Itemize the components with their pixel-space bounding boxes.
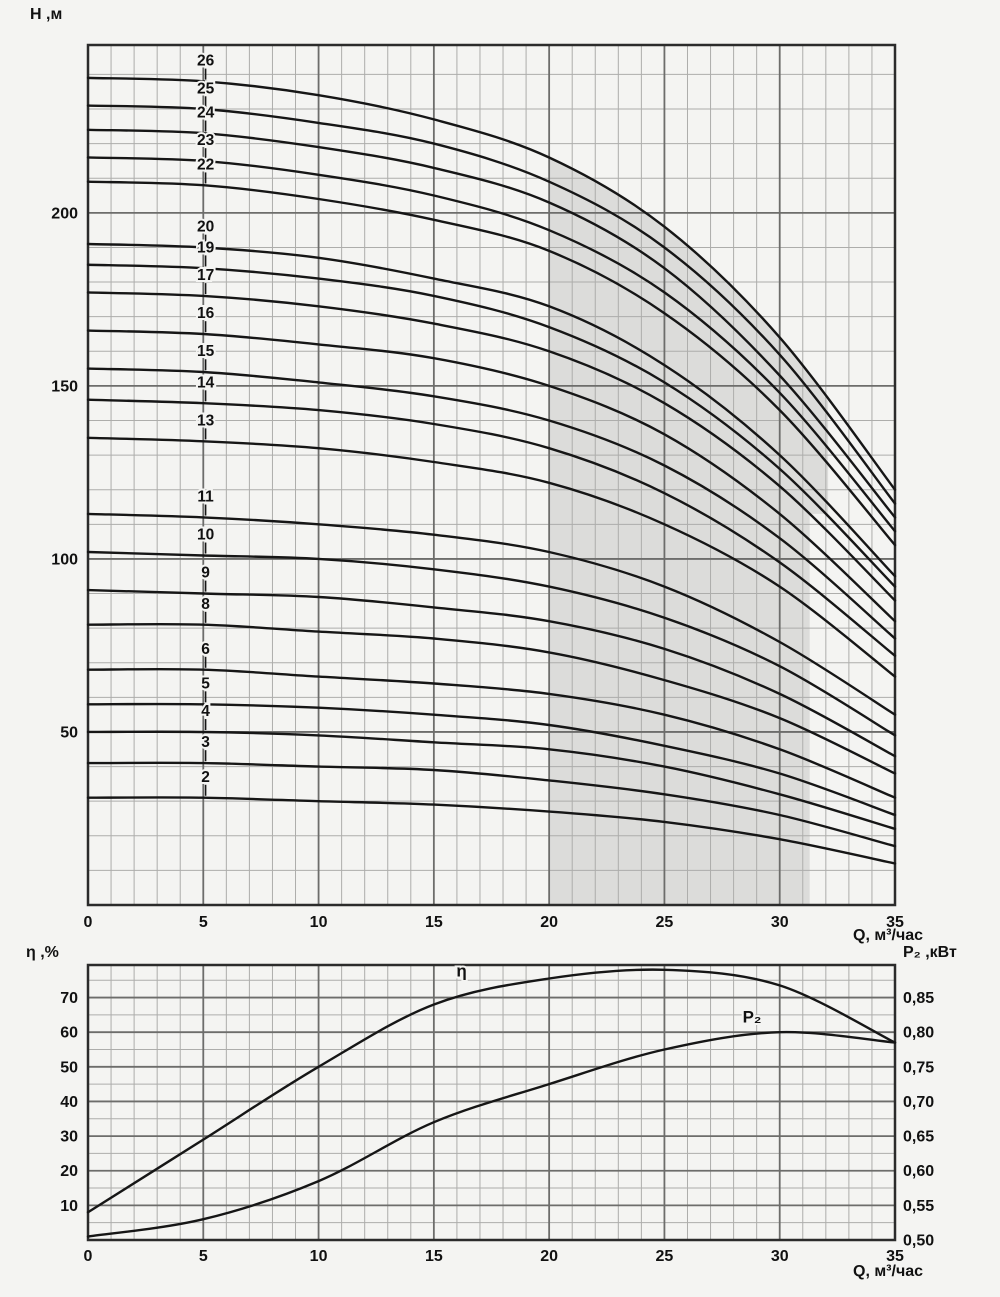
pump-curve-3-stages: [86, 761, 897, 848]
curve-label-10: 10: [197, 527, 214, 544]
pump-curve-17-stages: [86, 291, 897, 602]
pump-curve-4-stages: [86, 730, 897, 831]
x-tick-label-top-0: 0: [84, 914, 93, 931]
x-tick-label-bottom-35: 35: [886, 1248, 904, 1265]
flow-axis-title-top: Q, м³/час: [853, 927, 924, 944]
curve-label-5: 5: [201, 675, 210, 692]
pump-curve-13-stages: [86, 436, 897, 678]
pump-curve-9-stages: [86, 588, 897, 758]
eta-tick-label-50: 50: [60, 1059, 78, 1076]
recommended-range-shade: [549, 157, 829, 905]
y-tick-label-50: 50: [60, 724, 78, 741]
curve-label-23: 23: [197, 132, 215, 149]
plot-border: [86, 963, 897, 1242]
curve-label-2: 2: [201, 769, 210, 786]
pump-curve-23-stages: [86, 156, 897, 533]
x-tick-label-top-30: 30: [771, 914, 789, 931]
pump-curve-14-stages: [86, 398, 897, 657]
pump-curve-8-stages: [86, 622, 897, 775]
pump-curve-11-stages: [86, 512, 897, 716]
efficiency-curve: [86, 968, 897, 1214]
pump-curve-15-stages: [86, 367, 897, 640]
curve-label-6: 6: [201, 641, 210, 658]
x-tick-label-bottom-20: 20: [540, 1248, 558, 1265]
plot-border: [86, 43, 897, 907]
p2-tick-label-0,70: 0,70: [903, 1094, 934, 1111]
eta-tick-label-10: 10: [60, 1198, 78, 1215]
x-tick-label-top-20: 20: [540, 914, 558, 931]
grid-major: [88, 45, 895, 905]
p2-tick-label-0,60: 0,60: [903, 1163, 934, 1180]
curve-label-25: 25: [197, 80, 215, 97]
curve-label-4: 4: [201, 703, 210, 720]
y-tick-label-100: 100: [51, 551, 78, 568]
curve-label-11: 11: [197, 489, 214, 506]
pump-curve-25-stages: [86, 104, 897, 505]
curve-label-14: 14: [197, 374, 215, 391]
p2-tick-label-0,85: 0,85: [903, 990, 934, 1007]
curve-label-22: 22: [197, 156, 214, 173]
eta-tick-label-70: 70: [60, 990, 78, 1007]
p2-tick-label-0,75: 0,75: [903, 1059, 934, 1076]
power-axis-title: P₂ ,кВт: [903, 944, 957, 961]
efficiency-power-chart: η P₂ 0 5 10 15 20 25 30 35 10 20 30 40 50 60 70 0,50 0,55 0…: [60, 960, 934, 1265]
p2-tick-label-0,50: 0,50: [903, 1233, 934, 1250]
eta-tick-label-60: 60: [60, 1025, 78, 1042]
curve-label-15: 15: [197, 343, 215, 360]
p2-tick-label-0,55: 0,55: [903, 1198, 934, 1215]
eta-tick-label-40: 40: [60, 1094, 78, 1111]
p2-tick-label-0,80: 0,80: [903, 1025, 934, 1042]
head-axis-title: H ,м: [30, 6, 63, 23]
eta-tick-label-20: 20: [60, 1163, 78, 1180]
power-curve: [86, 1030, 897, 1238]
curve-label-8: 8: [201, 596, 210, 613]
x-tick-label-top-35: 35: [886, 914, 904, 931]
x-tick-label-bottom-25: 25: [656, 1248, 674, 1265]
x-tick-label-top-25: 25: [656, 914, 674, 931]
efficiency-curve-label: η: [456, 962, 466, 981]
x-tick-label-top-5: 5: [199, 914, 208, 931]
curve-label-16: 16: [197, 305, 215, 322]
pump-curve-6-stages: [86, 667, 897, 799]
curve-label-3: 3: [201, 734, 210, 751]
pump-curve-16-stages: [86, 329, 897, 623]
curve-label-26: 26: [197, 53, 215, 70]
x-tick-label-bottom-0: 0: [84, 1248, 93, 1265]
pump-curve-22-stages: [86, 180, 897, 547]
pump-curve-19-stages: [86, 263, 897, 588]
curve-label-20: 20: [197, 219, 214, 236]
curve-label-13: 13: [197, 412, 215, 429]
x-tick-label-bottom-10: 10: [310, 1248, 328, 1265]
pump-curve-26-stages: [86, 76, 897, 491]
pump-curve-20-stages: [86, 242, 897, 578]
eta-tick-label-30: 30: [60, 1129, 78, 1146]
pump-curve-2-stages: [86, 796, 897, 865]
curve-label-24: 24: [197, 105, 215, 122]
y-tick-label-150: 150: [51, 378, 78, 395]
x-tick-label-top-15: 15: [425, 914, 443, 931]
x-tick-label-top-10: 10: [310, 914, 328, 931]
x-tick-label-bottom-15: 15: [425, 1248, 443, 1265]
flow-axis-title-bottom: Q, м³/час: [853, 1263, 924, 1280]
pump-curve-10-stages: [86, 550, 897, 737]
power-curve-label: P₂: [743, 1008, 762, 1027]
curve-label-19: 19: [197, 239, 215, 256]
pump-curve-5-stages: [86, 702, 897, 817]
curve-label-17: 17: [197, 267, 214, 284]
curve-label-9: 9: [201, 565, 210, 582]
y-tick-label-200: 200: [51, 205, 78, 222]
x-tick-label-bottom-30: 30: [771, 1248, 789, 1265]
pump-curve-24-stages: [86, 128, 897, 519]
efficiency-axis-title: η ,%: [26, 944, 59, 961]
x-tick-label-bottom-5: 5: [199, 1248, 208, 1265]
p2-tick-label-0,65: 0,65: [903, 1129, 934, 1146]
